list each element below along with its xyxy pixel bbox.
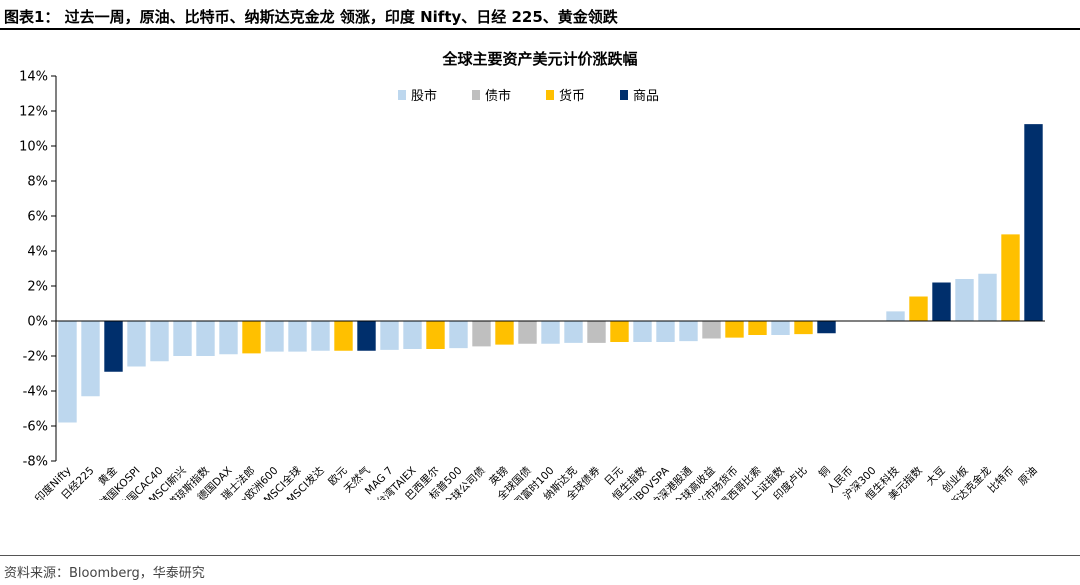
- bar: [932, 282, 951, 321]
- legend-label: 股市: [411, 88, 437, 104]
- figure-title: 图表1： 过去一周，原油、比特币、纳斯达克金龙 领涨，印度 Nifty、日经 2…: [4, 8, 618, 26]
- bar: [518, 321, 537, 344]
- bar: [978, 273, 997, 321]
- bar-chart: -8%-6%-4%-2%0%2%4%6%8%10%12%14%印度Nifty日经…: [19, 70, 1045, 500]
- y-tick-label: 10%: [19, 140, 48, 155]
- legend-swatch: [546, 90, 554, 100]
- category-label: 铜: [817, 465, 833, 481]
- bar: [633, 321, 652, 342]
- y-tick-label: 4%: [27, 245, 48, 260]
- legend-swatch: [620, 90, 628, 100]
- legend-label: 商品: [633, 89, 659, 104]
- y-tick-label: -2%: [23, 350, 48, 365]
- bar: [679, 321, 698, 342]
- bar: [449, 321, 468, 349]
- bar: [265, 321, 284, 352]
- legend-label: 债市: [485, 88, 511, 104]
- bar: [334, 321, 353, 351]
- bar: [771, 321, 790, 335]
- y-tick-label: 14%: [19, 70, 48, 85]
- bar: [541, 321, 560, 344]
- y-tick-label: 12%: [19, 105, 48, 120]
- bar: [58, 321, 77, 423]
- y-tick-label: -4%: [23, 385, 48, 400]
- category-label: 比特币: [985, 464, 1016, 495]
- bar: [725, 321, 744, 338]
- bar: [219, 321, 238, 355]
- bar: [311, 321, 330, 351]
- bar: [472, 321, 491, 347]
- bar: [81, 321, 100, 397]
- bar: [242, 321, 261, 354]
- bar: [288, 321, 307, 352]
- y-tick-label: -6%: [23, 420, 48, 435]
- bar: [656, 321, 675, 342]
- legend-swatch: [472, 90, 480, 100]
- y-tick-label: 0%: [27, 315, 48, 330]
- bar: [403, 321, 422, 349]
- bar: [380, 321, 399, 350]
- bar: [955, 279, 974, 321]
- bar: [909, 296, 928, 321]
- bar: [104, 321, 123, 372]
- bar: [1001, 234, 1020, 321]
- bar: [610, 321, 629, 342]
- y-tick-label: 2%: [27, 280, 48, 295]
- bar: [587, 321, 606, 343]
- bar: [495, 321, 514, 345]
- y-tick-label: -8%: [23, 455, 48, 470]
- bar: [173, 321, 192, 356]
- bar: [357, 321, 376, 351]
- bar: [817, 321, 836, 334]
- bar: [196, 321, 215, 356]
- bar: [426, 321, 445, 349]
- figure-header: 图表1： 过去一周，原油、比特币、纳斯达克金龙 领涨，印度 Nifty、日经 2…: [0, 0, 1080, 30]
- figure-footer: 资料来源：Bloomberg，华泰研究: [0, 555, 1080, 585]
- y-tick-label: 6%: [27, 210, 48, 225]
- source-note: 资料来源：Bloomberg，华泰研究: [4, 566, 205, 581]
- y-tick-label: 8%: [27, 175, 48, 190]
- bar: [564, 321, 583, 343]
- chart-title: 全球主要资产美元计价涨跌幅: [442, 50, 638, 68]
- bar: [1024, 124, 1043, 321]
- bar: [127, 321, 146, 367]
- bar: [150, 321, 169, 362]
- category-label: 原油: [1016, 464, 1040, 488]
- bar: [886, 311, 905, 321]
- bar: [748, 321, 767, 335]
- bar: [702, 321, 721, 339]
- legend-swatch: [398, 90, 406, 100]
- bar: [794, 321, 813, 335]
- legend-label: 货币: [559, 88, 585, 104]
